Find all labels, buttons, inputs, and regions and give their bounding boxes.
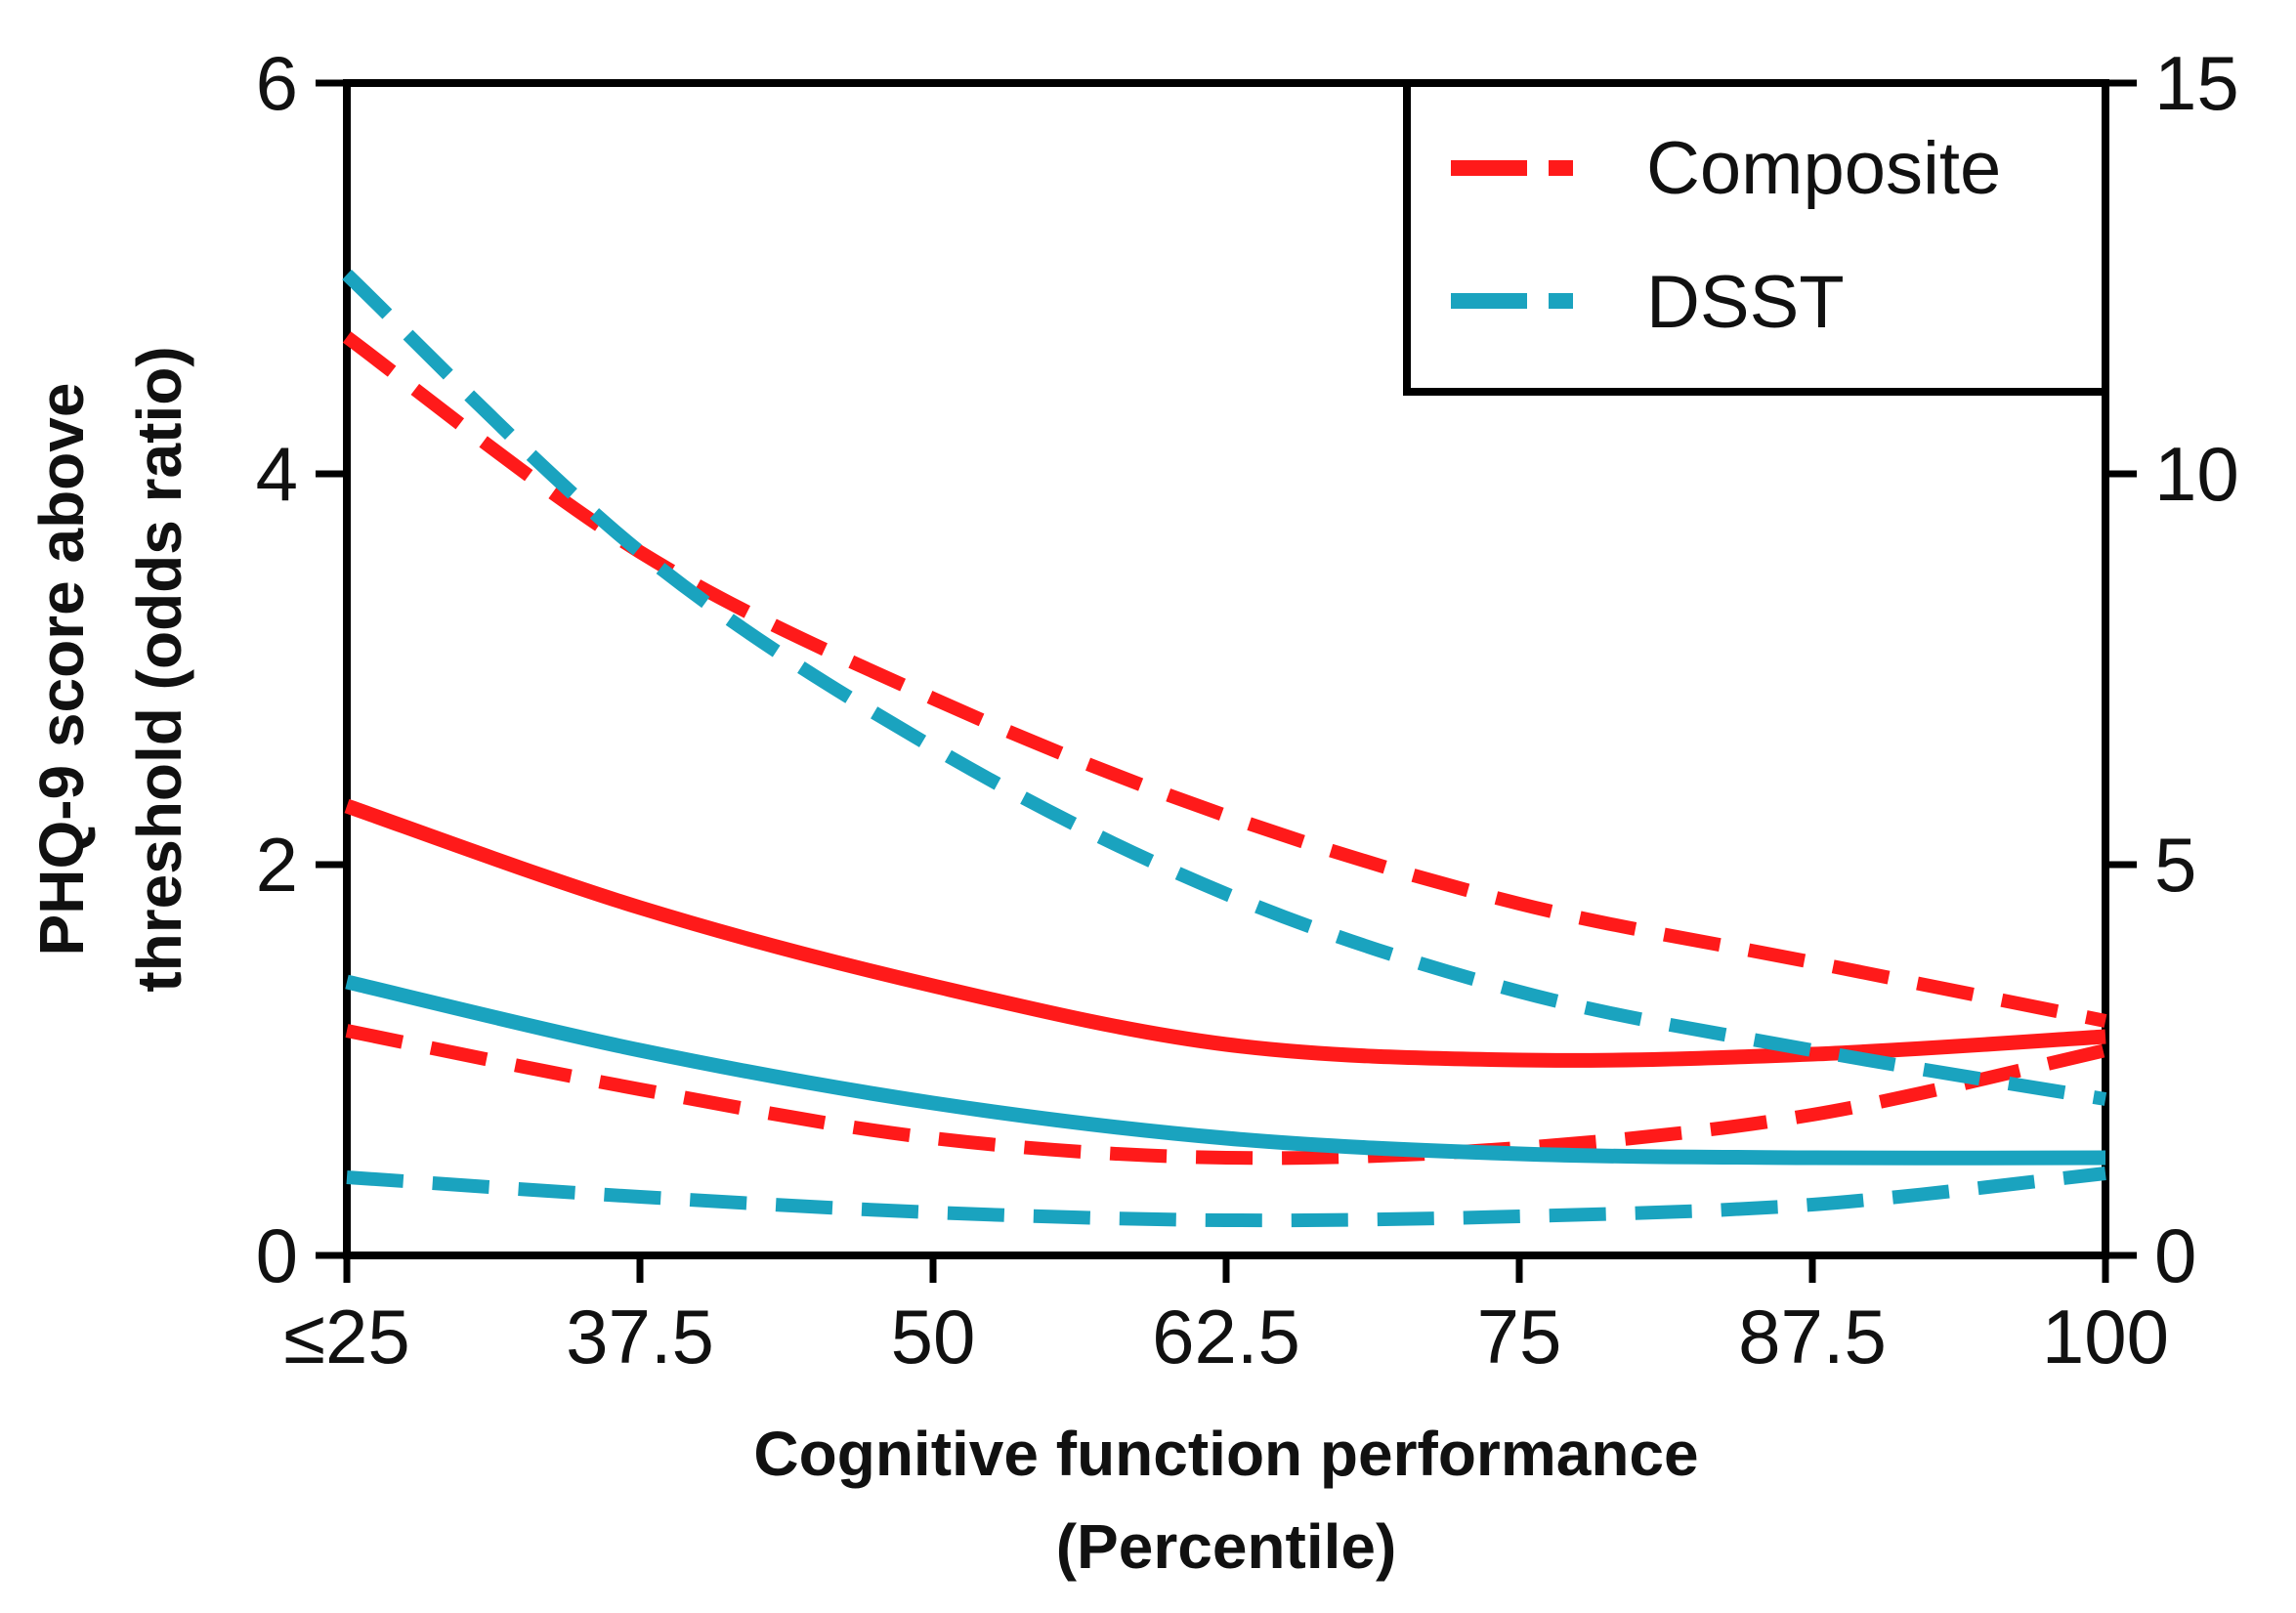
y-left-tick-label: 4 bbox=[256, 431, 298, 517]
legend: Composite DSST bbox=[1403, 79, 2109, 396]
x-tick-label: 62.5 bbox=[1152, 1294, 1300, 1380]
series-line-dsst-upper-ci bbox=[342, 269, 2107, 1106]
y-axis-title-line2: threshold (odds ratio) bbox=[124, 346, 194, 992]
y-left-tick-label: 6 bbox=[256, 40, 298, 126]
x-tick-label: 50 bbox=[891, 1294, 976, 1380]
y-right-tick-label: 15 bbox=[2154, 40, 2239, 126]
y-axis-title-line1: PHQ-9 score above bbox=[26, 383, 97, 956]
x-tick-label: 75 bbox=[1477, 1294, 1562, 1380]
x-tick-label: 37.5 bbox=[566, 1294, 714, 1380]
series-line-composite-upper-ci bbox=[342, 331, 2107, 1028]
series-line-dsst-lower-ci bbox=[346, 1167, 2106, 1228]
legend-label-dsst: DSST bbox=[1646, 261, 1845, 344]
legend-box bbox=[1403, 79, 2109, 396]
x-tick-label: 100 bbox=[2042, 1294, 2169, 1380]
y-left-tick-label: 2 bbox=[256, 822, 298, 908]
legend-label-composite: Composite bbox=[1646, 127, 2001, 210]
x-tick-label: 87.5 bbox=[1738, 1294, 1887, 1380]
series-line-composite-lower-ci bbox=[345, 1024, 2107, 1166]
series-line-composite bbox=[344, 798, 2106, 1068]
x-axis-title-line2: (Percentile) bbox=[1056, 1511, 1397, 1582]
series-layer bbox=[342, 269, 2107, 1228]
y-right-tick-label: 10 bbox=[2154, 431, 2239, 517]
x-tick-label: ≤25 bbox=[283, 1294, 410, 1380]
x-axis-title-line1: Cognitive function performance bbox=[753, 1419, 1698, 1489]
series-line-dsst bbox=[345, 974, 2106, 1166]
y-right-tick-label: 5 bbox=[2154, 822, 2196, 908]
y-left-tick-label: 0 bbox=[256, 1212, 298, 1298]
y-right-tick-label: 0 bbox=[2154, 1212, 2196, 1298]
